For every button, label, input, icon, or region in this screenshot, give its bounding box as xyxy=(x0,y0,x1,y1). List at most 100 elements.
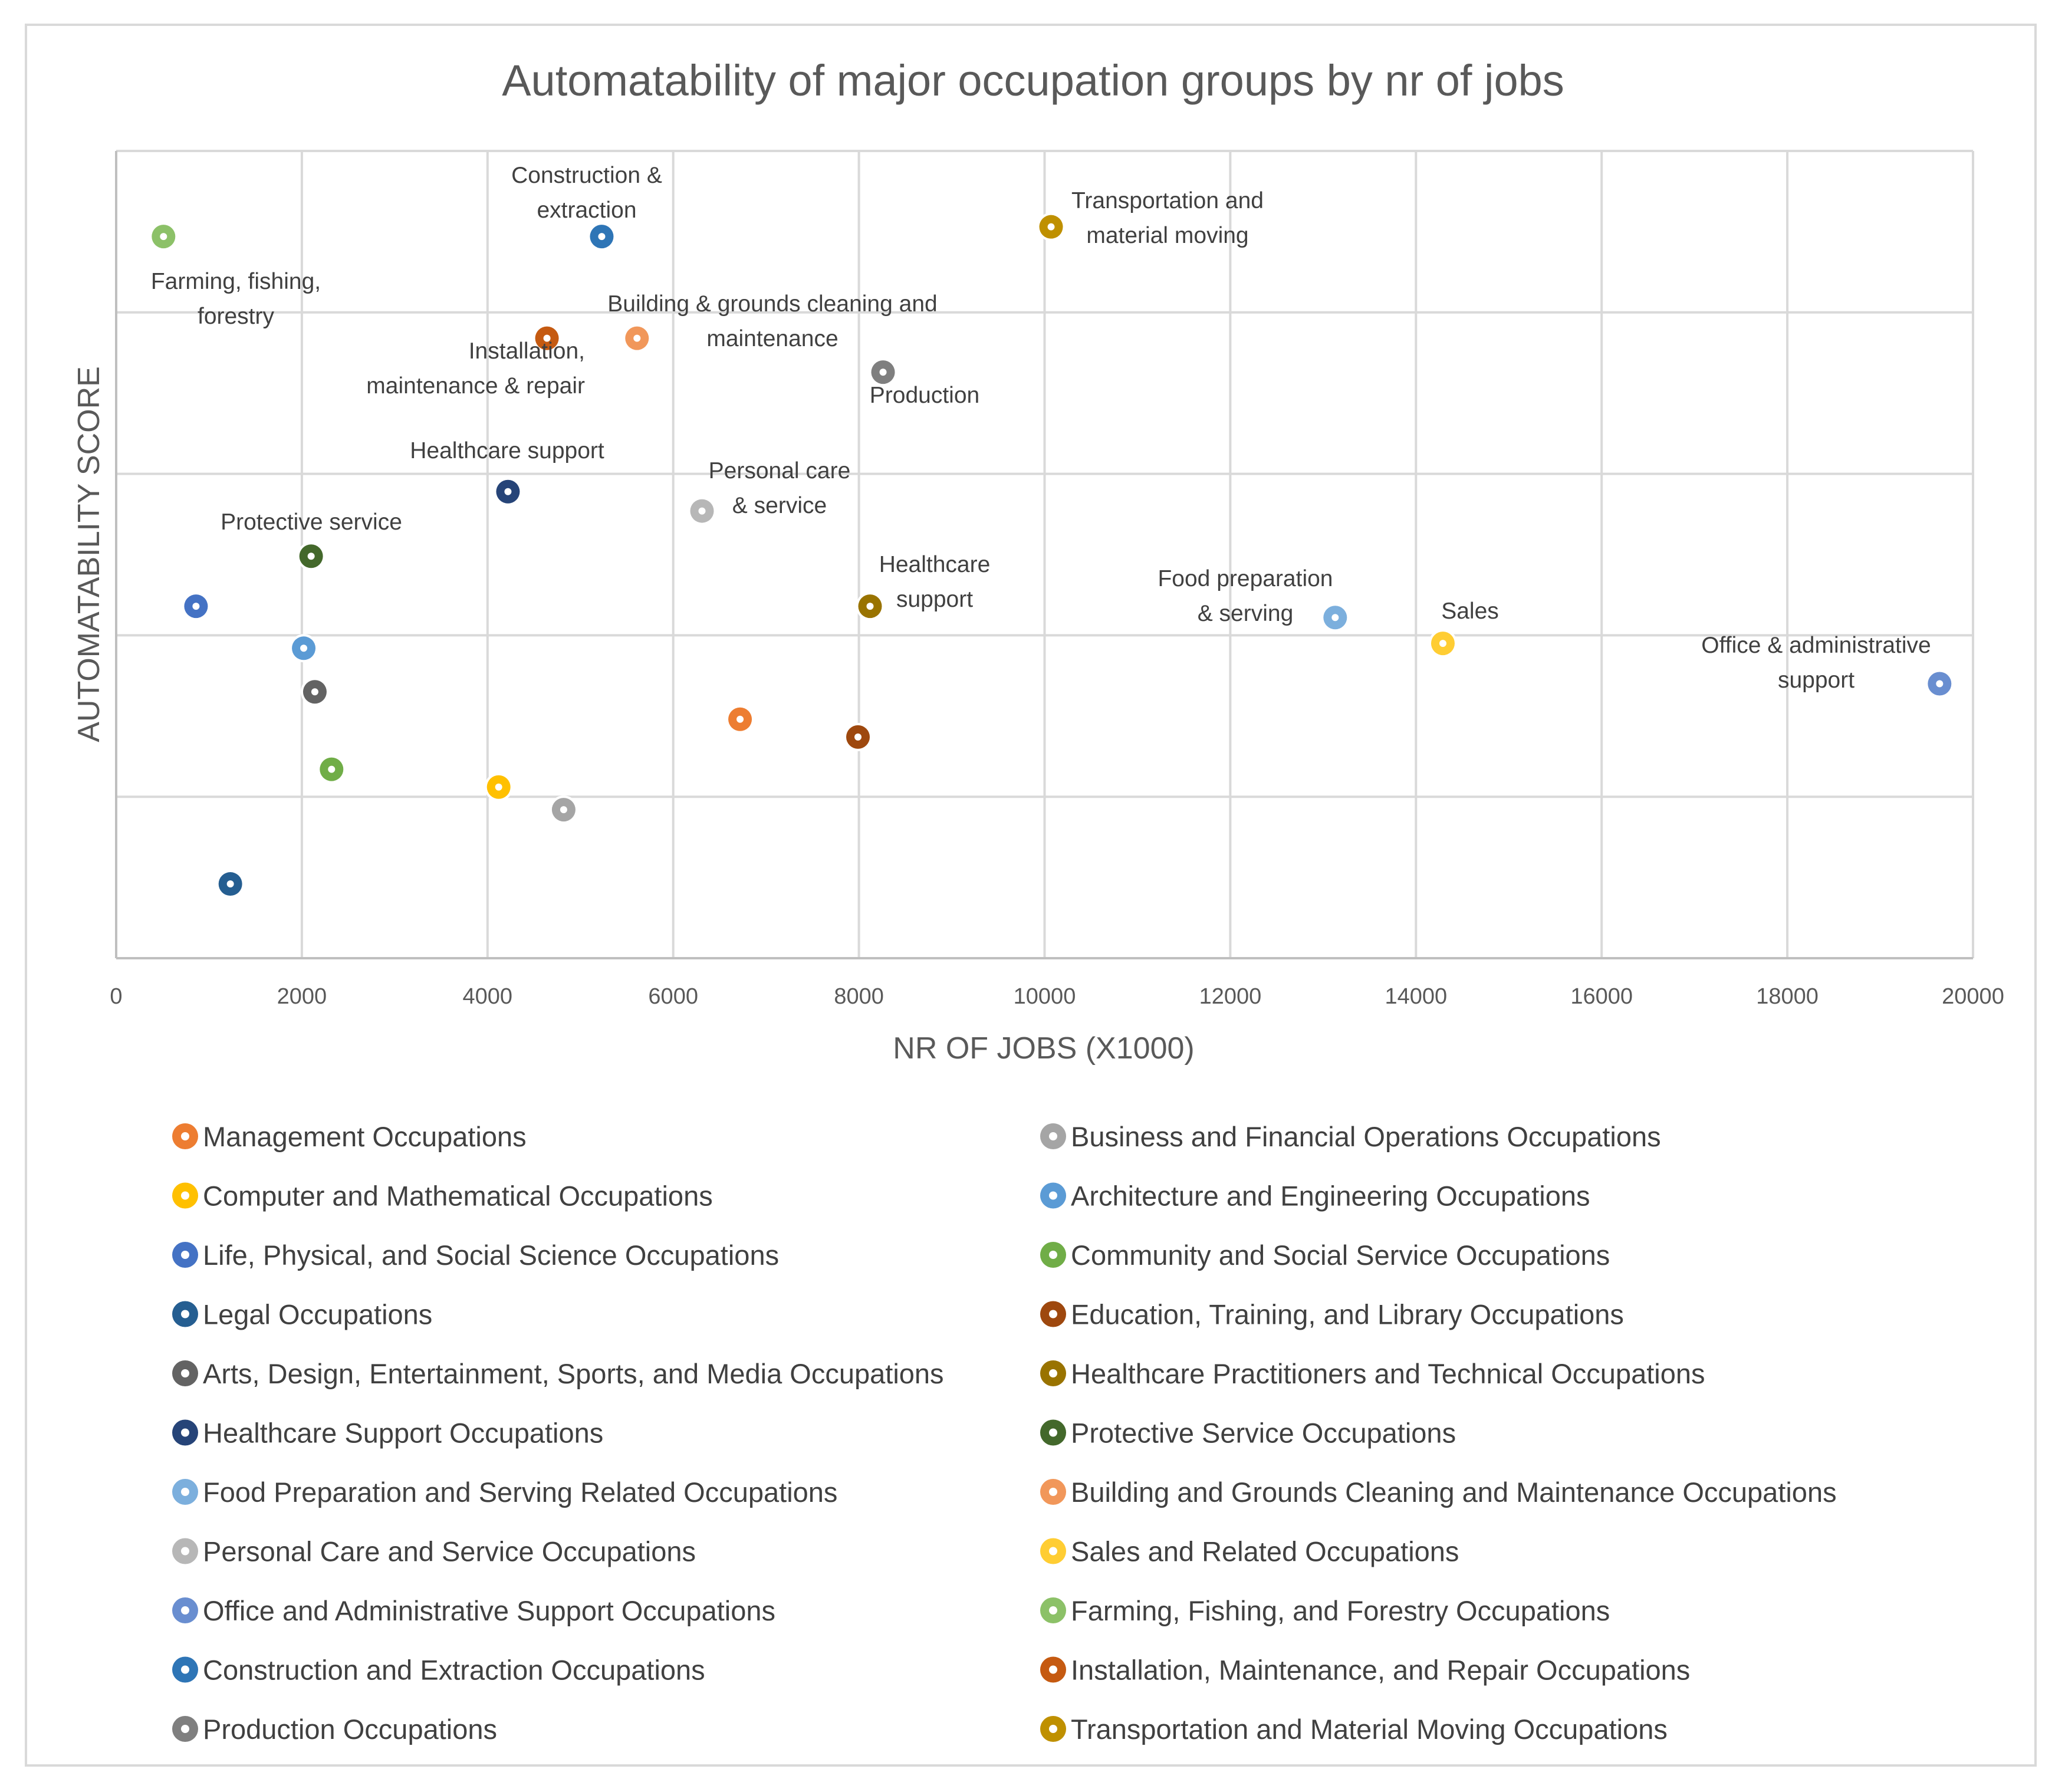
x-tick-label: 2000 xyxy=(277,984,327,1009)
legend-marker-center xyxy=(181,1369,189,1377)
data-point xyxy=(297,542,325,571)
point-label: Installation, maintenance & repair xyxy=(366,338,585,399)
point-label-line: maintenance & repair xyxy=(366,373,585,399)
legend-label: Legal Occupations xyxy=(203,1299,432,1330)
point-label-line: Office & administrative xyxy=(1701,633,1931,658)
legend-item: Healthcare Practitioners and Technical O… xyxy=(1040,1358,1705,1389)
legend-marker-center xyxy=(1049,1369,1057,1377)
point-label-line: support xyxy=(1778,668,1854,693)
point-label-line: Sales xyxy=(1441,599,1499,624)
point-label-line: Healthcare support xyxy=(410,438,604,463)
legend-item: Installation, Maintenance, and Repair Oc… xyxy=(1040,1655,1690,1686)
legend-label: Computer and Mathematical Occupations xyxy=(203,1181,713,1212)
data-point xyxy=(844,722,873,751)
legend-marker-center xyxy=(181,1428,189,1437)
data-point xyxy=(290,634,318,663)
legend-marker-center xyxy=(181,1310,189,1318)
point-label-line: Protective service xyxy=(221,509,402,535)
point-center xyxy=(543,334,551,342)
legend-label: Healthcare Practitioners and Technical O… xyxy=(1071,1358,1705,1389)
legend-marker-center xyxy=(1049,1725,1057,1733)
chart-frame xyxy=(25,24,2037,1767)
point-label-line: Personal care xyxy=(709,458,851,484)
legend-item: Transportation and Material Moving Occup… xyxy=(1040,1714,1668,1745)
point-center xyxy=(1936,680,1944,688)
x-tick-label: 18000 xyxy=(1756,984,1819,1009)
data-point xyxy=(623,324,652,353)
data-point xyxy=(1321,603,1350,632)
point-labels: Farming, fishing, forestry Construction & e… xyxy=(151,163,1931,693)
legend-label: Healthcare Support Occupations xyxy=(203,1418,603,1449)
legend-item: Education, Training, and Library Occupat… xyxy=(1040,1299,1624,1330)
point-center xyxy=(307,553,315,560)
point-label: Sales xyxy=(1441,599,1499,624)
legend-item: Business and Financial Operations Occupa… xyxy=(1040,1121,1661,1152)
axes xyxy=(115,151,1973,959)
legend-item: Healthcare Support Occupations xyxy=(172,1418,603,1449)
point-center xyxy=(633,334,641,342)
point-center xyxy=(504,488,512,495)
legend-marker-center xyxy=(181,1132,189,1140)
x-tick-label: 10000 xyxy=(1014,984,1076,1009)
point-center xyxy=(328,765,336,773)
legend-item: Building and Grounds Cleaning and Mainte… xyxy=(1040,1477,1837,1508)
point-center xyxy=(1331,614,1339,622)
point-label: Food preparation & serving xyxy=(1158,566,1333,626)
legend-marker-center xyxy=(1049,1251,1057,1259)
point-center xyxy=(854,733,862,741)
legend-item: Community and Social Service Occupations xyxy=(1040,1239,1610,1271)
legend-label: Food Preparation and Serving Related Occ… xyxy=(203,1477,837,1508)
point-center xyxy=(736,715,744,723)
point-label-line: Food preparation xyxy=(1158,566,1333,591)
legend-label: Farming, Fishing, and Forestry Occupatio… xyxy=(1071,1595,1610,1626)
point-label-line: Healthcare xyxy=(879,552,991,577)
point-label-line: forestry xyxy=(198,304,275,329)
point-label: Healthcare support xyxy=(410,438,604,463)
data-point xyxy=(300,678,329,706)
legend-label: Office and Administrative Support Occupa… xyxy=(203,1595,775,1626)
data-point xyxy=(1037,212,1066,241)
legend-marker-center xyxy=(1049,1191,1057,1200)
point-center xyxy=(1047,223,1055,231)
x-tick-label: 0 xyxy=(110,984,122,1009)
x-tick-label: 14000 xyxy=(1385,984,1447,1009)
data-point xyxy=(726,705,755,734)
x-axis-title: NR OF JOBS (X1000) xyxy=(893,1031,1194,1066)
legend-label: Protective Service Occupations xyxy=(1071,1418,1456,1449)
legend-marker-center xyxy=(1049,1488,1057,1496)
point-center xyxy=(879,369,887,376)
legend-marker-center xyxy=(181,1251,189,1259)
point-label: Office & administrative support xyxy=(1701,633,1931,693)
x-tick-label: 4000 xyxy=(463,984,513,1009)
point-label-line: Transportation and xyxy=(1071,188,1264,213)
data-point xyxy=(149,222,178,251)
legend-item: Architecture and Engineering Occupations xyxy=(1040,1181,1590,1212)
x-tick-label: 20000 xyxy=(1942,984,2004,1009)
data-point xyxy=(688,497,716,525)
point-center xyxy=(300,645,308,652)
point-label-line: Installation, xyxy=(469,338,585,364)
legend-item: Protective Service Occupations xyxy=(1040,1418,1456,1449)
legend-marker-center xyxy=(181,1191,189,1200)
point-label: Healthcare support xyxy=(879,552,991,612)
point-center xyxy=(311,688,318,696)
x-tick-label: 8000 xyxy=(834,984,884,1009)
legend-item: Food Preparation and Serving Related Occ… xyxy=(172,1477,837,1508)
point-center xyxy=(698,507,706,515)
legend-item: Arts, Design, Entertainment, Sports, and… xyxy=(172,1358,944,1389)
data-point xyxy=(549,795,578,824)
legend: Management Occupations Business and Finan… xyxy=(172,1121,1837,1745)
point-label-line: extraction xyxy=(537,198,636,223)
legend-item: Management Occupations xyxy=(172,1121,527,1152)
chart-title: Automatability of major occupation group… xyxy=(502,56,1564,105)
data-point xyxy=(532,324,561,353)
data-point xyxy=(216,870,245,899)
x-tick-label: 6000 xyxy=(648,984,698,1009)
x-tick-label: 12000 xyxy=(1199,984,1262,1009)
point-label: Personal care & service xyxy=(709,458,851,518)
legend-label: Architecture and Engineering Occupations xyxy=(1071,1181,1590,1212)
legend-marker-center xyxy=(181,1547,189,1556)
data-point xyxy=(317,755,346,784)
legend-label: Management Occupations xyxy=(203,1121,527,1152)
point-center xyxy=(192,603,200,610)
